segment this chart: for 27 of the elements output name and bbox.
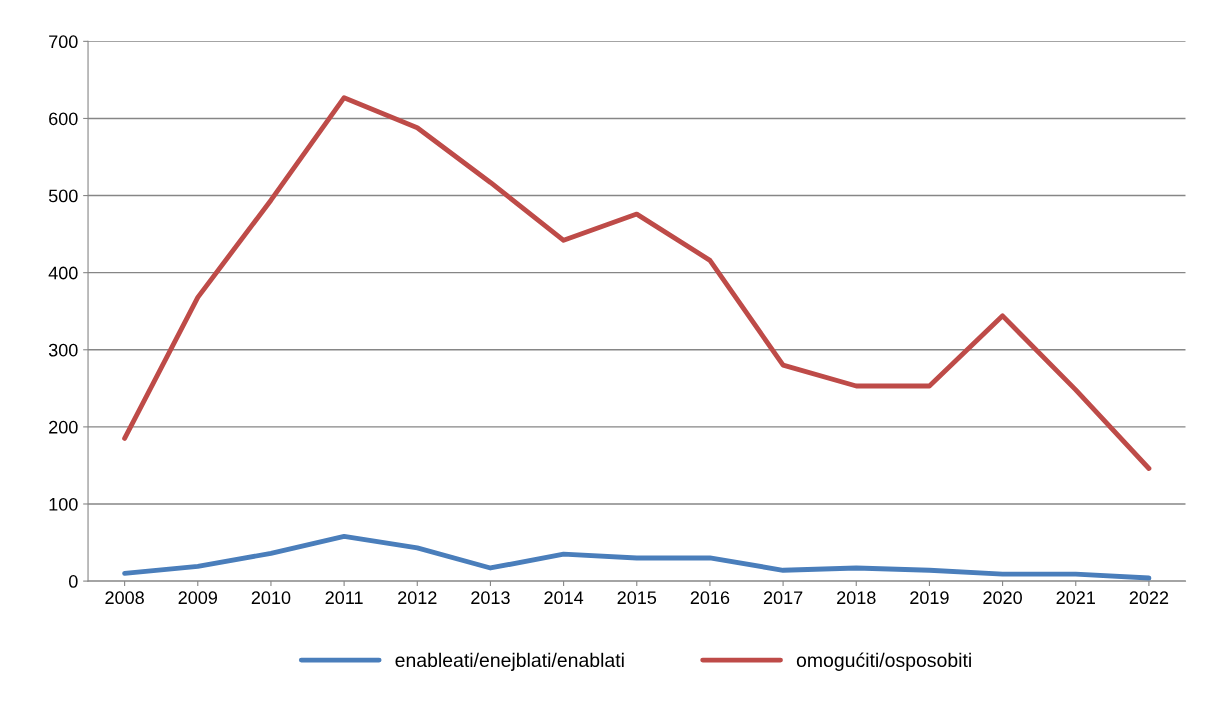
x-tick-label: 2022 [1129, 591, 1169, 605]
x-tick-label: 2015 [617, 591, 657, 605]
y-tick-label: 400 [48, 266, 78, 280]
x-tick-label: 2010 [251, 591, 291, 605]
y-tick-label: 700 [49, 35, 78, 49]
x-tick-label: 2008 [105, 591, 144, 605]
x-tick-label: 2011 [325, 591, 363, 605]
legend-label: enableati/enejblati/enablati [395, 652, 624, 671]
y-tick-label: 0 [68, 575, 78, 588]
line-series [122, 95, 1152, 471]
x-tick-label: 2018 [837, 591, 876, 605]
x-tick-label: 2013 [471, 591, 510, 605]
y-tick-label: 300 [48, 343, 78, 357]
y-tick-label: 200 [49, 420, 78, 434]
x-tick-label: 2020 [983, 591, 1022, 605]
x-tick-label: 2019 [910, 591, 949, 605]
y-tick-label: 100 [49, 497, 78, 511]
x-tick-label: 2009 [178, 591, 218, 605]
y-tick-label: 600 [49, 112, 78, 126]
legend-label: omogućiti/osposobiti [796, 652, 971, 671]
x-tick-label: 2021 [1056, 591, 1095, 605]
x-tick-label: 2016 [690, 591, 730, 605]
x-tick-label: 2014 [544, 591, 584, 605]
x-tick-label: 2017 [763, 591, 803, 605]
x-tick-label: 2012 [398, 591, 437, 605]
line-series [122, 533, 1152, 581]
y-tick-label: 500 [48, 189, 78, 203]
